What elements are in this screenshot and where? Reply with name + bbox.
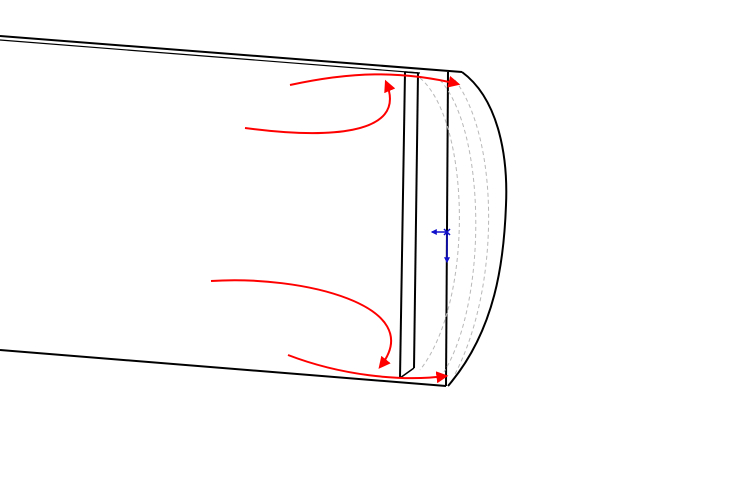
- flow-arrows: [211, 74, 458, 378]
- plate-bottom-cap: [400, 368, 414, 378]
- hidden-arc-3: [454, 80, 489, 376]
- plate-back-face: [446, 72, 448, 386]
- flow-arrow-bottom-inner: [211, 280, 391, 367]
- plate-mid-face: [414, 73, 418, 368]
- flow-arrow-top-outer: [290, 74, 458, 85]
- flow-arrow-top-inner: [245, 82, 390, 133]
- cylinder-body[interactable]: [0, 36, 462, 386]
- top-edge-outer: [0, 36, 462, 72]
- top-edge-inner: [0, 40, 420, 73]
- plate-top-cap: [405, 72, 418, 73]
- plate-front-face: [400, 72, 405, 378]
- dome-cap[interactable]: [448, 72, 506, 386]
- hidden-arc-2: [440, 80, 476, 372]
- end-plate[interactable]: [400, 72, 448, 386]
- hidden-edges: [420, 78, 489, 376]
- coordinate-triad-icon: [432, 229, 450, 262]
- hidden-arc-1: [420, 78, 459, 370]
- bottom-edge: [0, 350, 446, 386]
